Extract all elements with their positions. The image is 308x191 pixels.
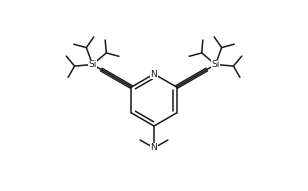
Text: Si: Si	[88, 60, 97, 69]
Text: N: N	[151, 143, 157, 152]
Text: Si: Si	[211, 60, 220, 69]
Text: N: N	[151, 70, 157, 79]
